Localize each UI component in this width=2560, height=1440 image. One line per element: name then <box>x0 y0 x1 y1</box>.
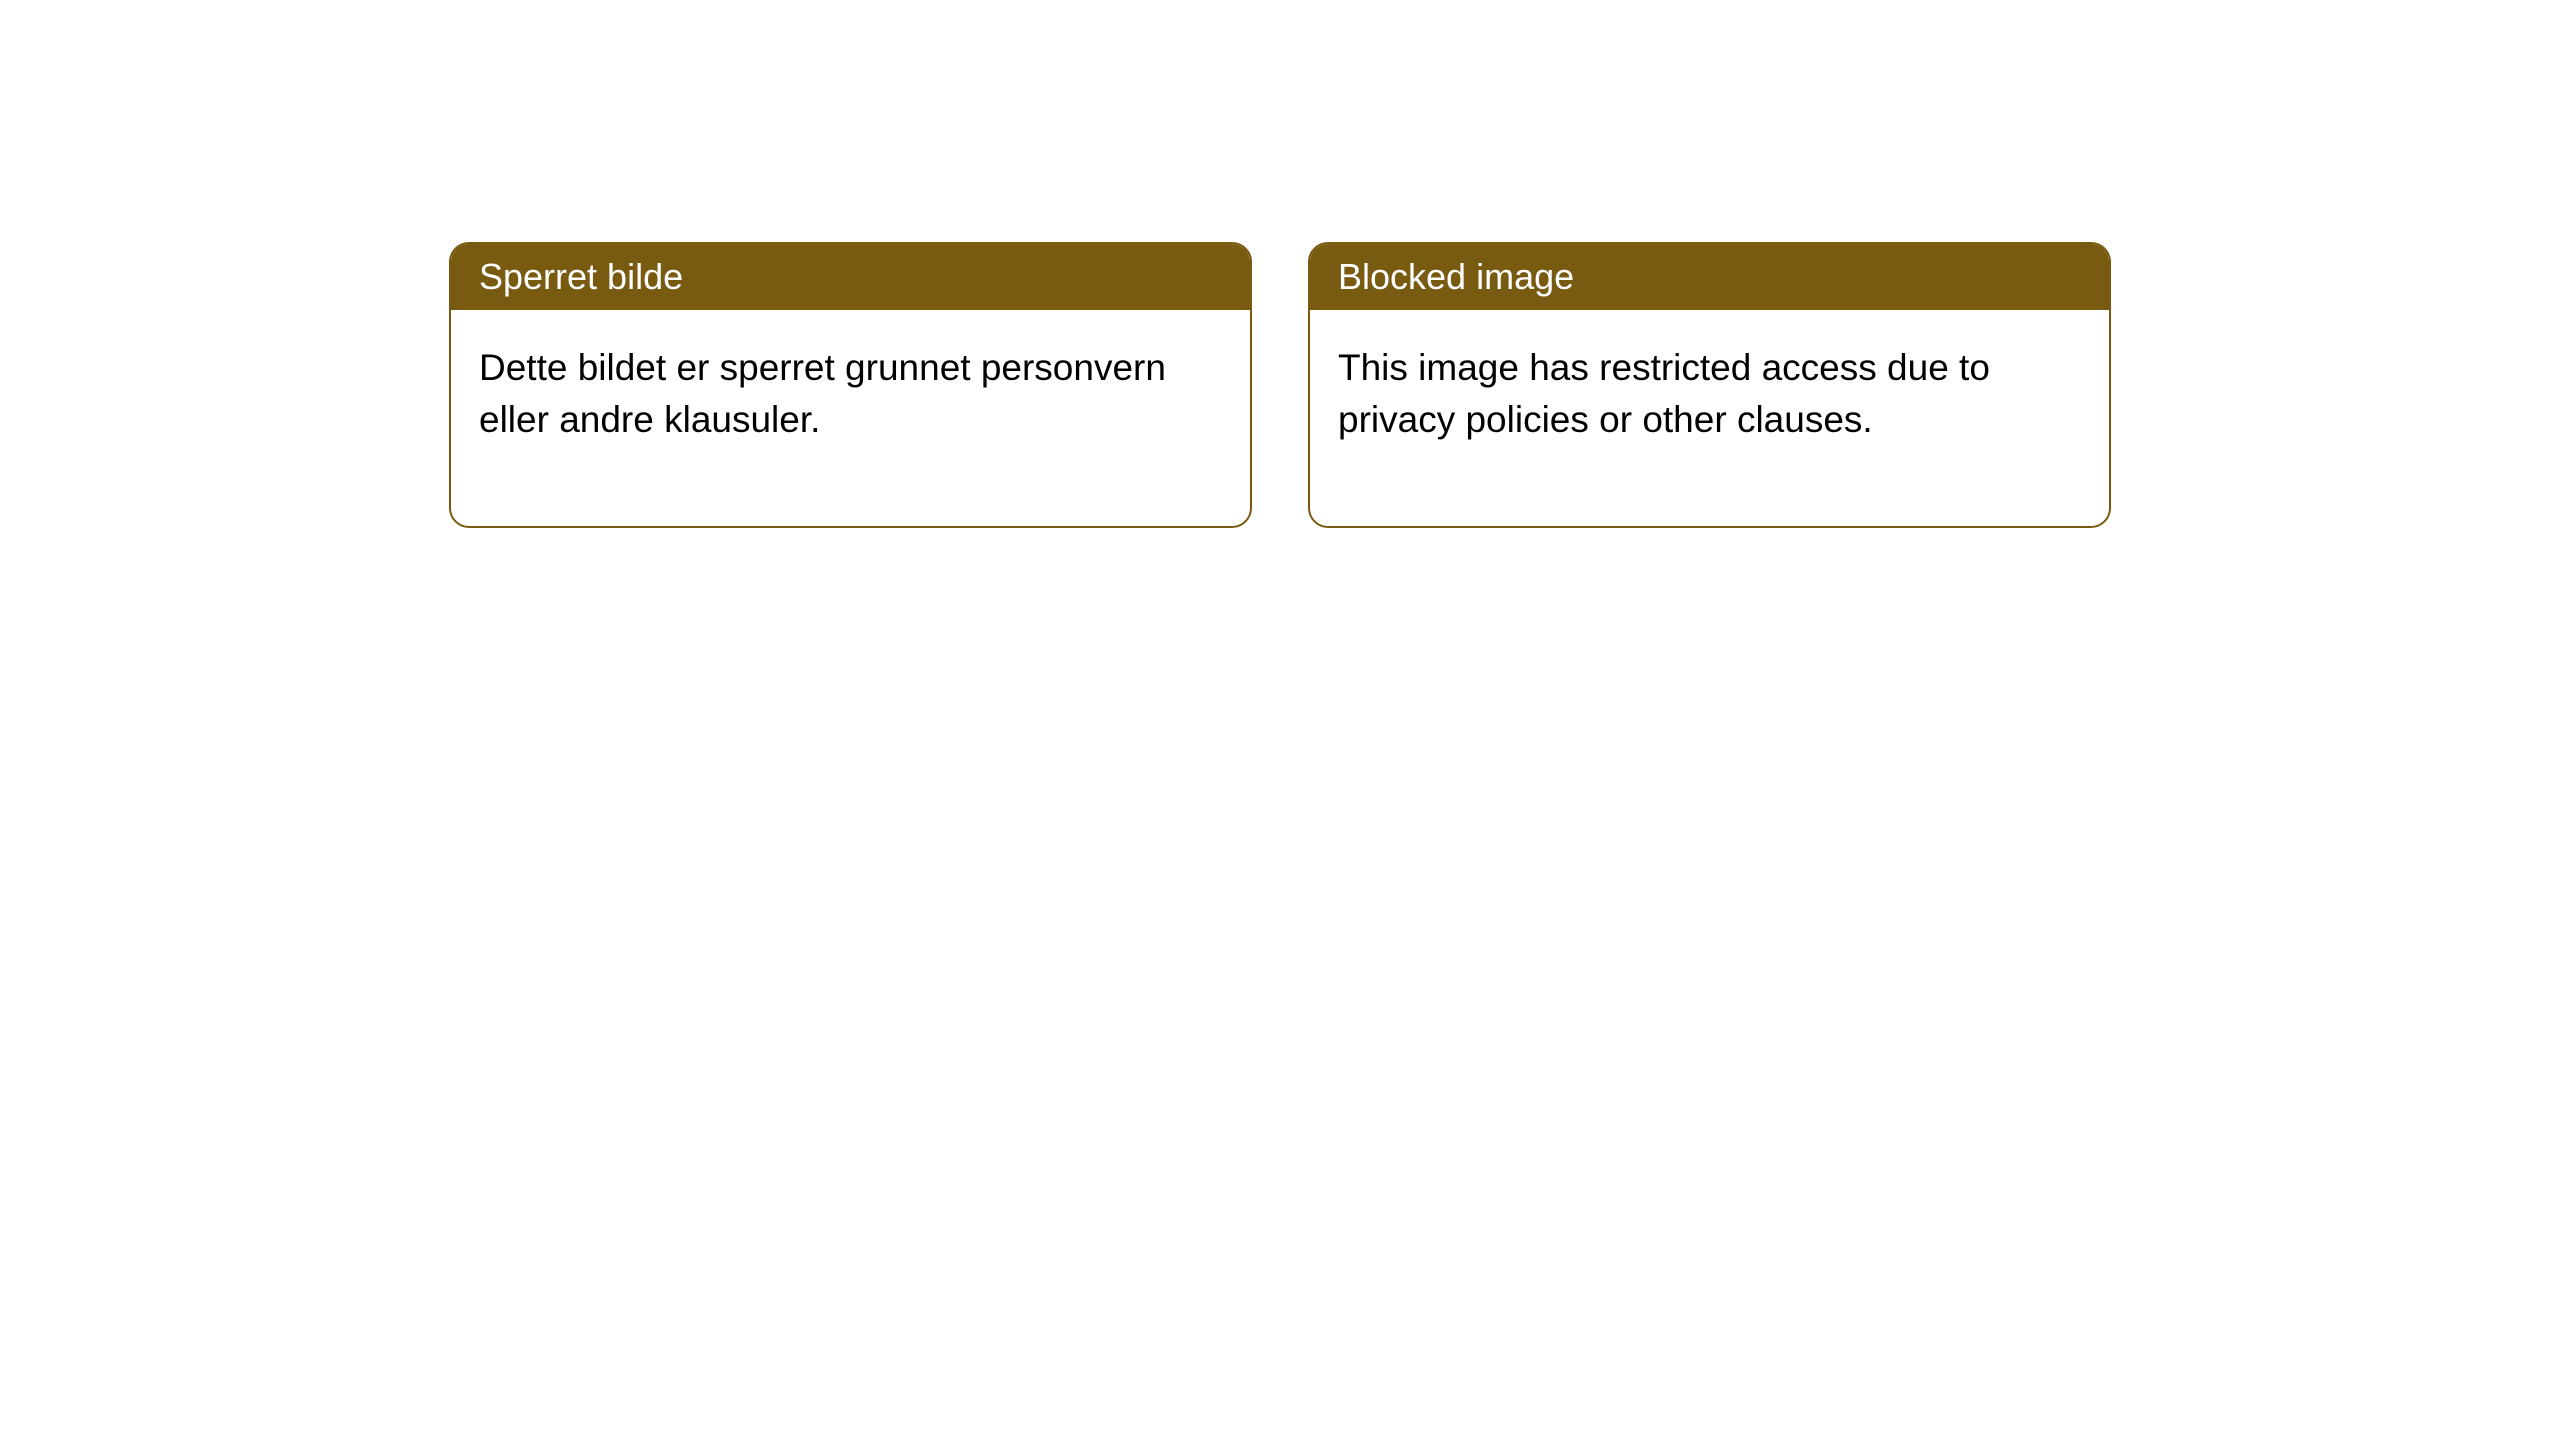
card-body-text: This image has restricted access due to … <box>1338 347 1990 440</box>
card-body: This image has restricted access due to … <box>1310 310 2109 526</box>
card-header: Blocked image <box>1310 244 2109 310</box>
card-body-text: Dette bildet er sperret grunnet personve… <box>479 347 1166 440</box>
card-header: Sperret bilde <box>451 244 1250 310</box>
notice-cards-container: Sperret bilde Dette bildet er sperret gr… <box>449 242 2111 528</box>
blocked-image-card-norwegian: Sperret bilde Dette bildet er sperret gr… <box>449 242 1252 528</box>
card-title: Blocked image <box>1338 256 1574 297</box>
card-title: Sperret bilde <box>479 256 683 297</box>
blocked-image-card-english: Blocked image This image has restricted … <box>1308 242 2111 528</box>
card-body: Dette bildet er sperret grunnet personve… <box>451 310 1250 526</box>
